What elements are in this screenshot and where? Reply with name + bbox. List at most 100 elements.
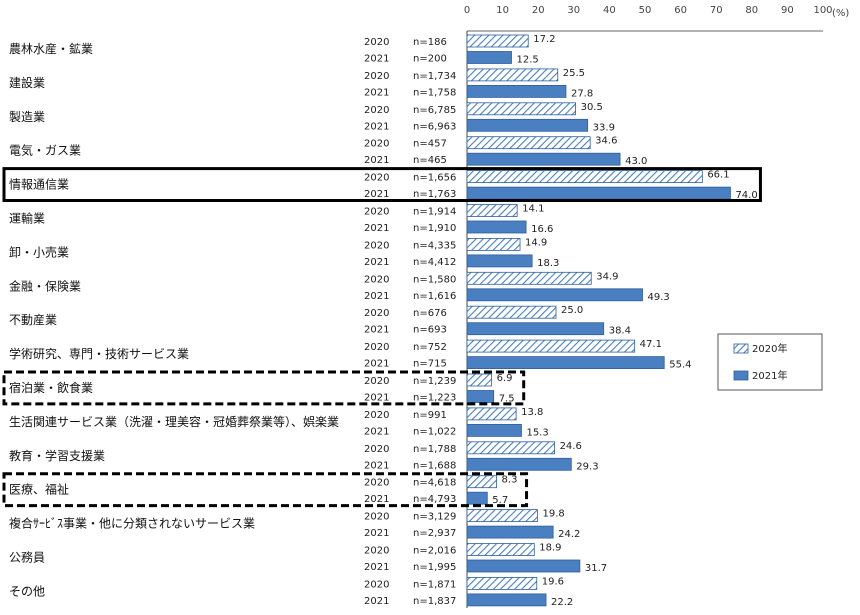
bar-2021 [466, 288, 643, 302]
sample-size-label: n=752 [413, 342, 447, 353]
category-label: 生活関連サービス業（洗濯・理美容・冠婚葬祭業等）、娯楽業 [9, 414, 339, 429]
x-tick-label: 90 [781, 5, 794, 16]
year-label: 2020 [364, 444, 389, 455]
year-label: 2021 [364, 460, 389, 471]
year-label: 2020 [364, 139, 389, 150]
bar-value-label: 38.4 [609, 326, 631, 337]
year-label: 2020 [364, 546, 389, 557]
sample-size-label: n=1,223 [413, 393, 456, 404]
bar-value-label: 27.8 [571, 88, 593, 99]
bar-2021 [466, 51, 512, 64]
bar-2021 [466, 152, 621, 166]
bar-2020 [466, 34, 529, 48]
bar-2021 [466, 525, 554, 539]
x-tick-label: 10 [496, 5, 509, 16]
year-label: 2021 [364, 596, 389, 607]
sample-size-label: n=4,618 [413, 478, 456, 489]
category-label: 公務員 [9, 551, 45, 565]
highlight-box [2, 370, 526, 406]
sample-size-label: n=715 [413, 359, 447, 370]
bar-2020 [466, 577, 538, 590]
category-label: 学術研究、専門・技術サービス業 [9, 346, 189, 361]
sample-size-label: n=4,335 [413, 240, 456, 251]
bar-value-label: 8.3 [502, 475, 518, 486]
sample-size-label: n=457 [413, 139, 447, 150]
category-group: 情報通信業 2020 n=1,656 66.1 2021 n=1,763 74.0 [9, 170, 758, 202]
sample-size-label: n=4,412 [413, 257, 456, 268]
year-label: 2021 [364, 393, 389, 404]
bar-2020 [466, 204, 518, 217]
bar-2020 [466, 441, 555, 455]
year-label: 2020 [364, 376, 389, 387]
sample-size-label: n=1,239 [413, 376, 456, 387]
category-label: 製造業 [9, 110, 45, 124]
bar-value-label: 34.6 [595, 136, 617, 147]
bar-value-label: 19.8 [542, 509, 564, 520]
category-group: 製造業 2020 n=6,785 30.5 2021 n=6,963 33.9 [9, 102, 615, 134]
sample-size-label: n=1,616 [413, 291, 456, 302]
year-label: 2020 [364, 512, 389, 523]
year-label: 2021 [364, 494, 389, 505]
category-label: 金融・保険業 [9, 278, 81, 293]
highlight-box [2, 167, 762, 203]
bar-2021 [466, 593, 547, 607]
sample-size-label: n=1,688 [413, 460, 456, 471]
bar-value-label: 29.3 [576, 461, 598, 472]
sample-size-label: n=6,963 [413, 121, 456, 132]
bar-2020 [466, 475, 497, 489]
x-tick-label: 20 [532, 5, 545, 16]
category-label: 複合ｻｰﾋﾞｽ事業・他に分類されないサービス業 [9, 516, 255, 531]
legend: 2020年 2021年 [717, 333, 823, 391]
year-label: 2021 [364, 189, 389, 200]
category-label: 教育・学習支援業 [9, 448, 105, 463]
highlight-boxes [2, 167, 762, 508]
bar-value-label: 24.2 [558, 529, 580, 540]
x-axis-unit: (%) [832, 8, 849, 19]
sample-size-label: n=465 [413, 155, 447, 166]
bar-2021 [466, 220, 527, 234]
bar-2021 [466, 390, 495, 403]
category-label: 卸・小売業 [9, 244, 69, 259]
highlight-box [2, 472, 529, 508]
bar-value-label: 14.9 [525, 237, 547, 248]
category-group: 農林水産・鉱業 2020 n=186 17.2 2021 n=200 12.5 [9, 34, 555, 66]
category-label: 不動産業 [9, 312, 57, 327]
category-group: 宿泊業・飲食業 2020 n=1,239 6.9 2021 n=1,223 7.5 [9, 373, 515, 405]
sample-size-label: n=200 [413, 54, 447, 65]
bar-value-label: 49.3 [648, 292, 670, 303]
bar-2020 [466, 102, 576, 116]
bar-2020 [466, 339, 636, 353]
year-label: 2020 [364, 579, 389, 590]
bar-value-label: 6.9 [497, 373, 513, 384]
legend-swatch-2020 [733, 343, 749, 354]
x-tick-label: 80 [745, 5, 758, 16]
bar-value-label: 16.6 [531, 224, 553, 235]
bar-value-label: 7.5 [499, 394, 515, 405]
year-label: 2020 [364, 207, 389, 218]
legend-entry-label: 2021年 [752, 369, 787, 382]
plot-area: 農林水産・鉱業 2020 n=186 17.2 2021 n=200 12.5 建設業 2020… [9, 31, 758, 608]
sample-size-label: n=1,871 [413, 579, 456, 590]
bar-2021 [466, 322, 605, 336]
category-label: 農林水産・鉱業 [9, 41, 93, 56]
category-group: 建設業 2020 n=1,734 25.5 2021 n=1,758 27.8 [9, 68, 593, 100]
bar-value-label: 30.5 [581, 102, 603, 113]
bar-value-label: 15.3 [526, 427, 548, 438]
sample-size-label: n=3,129 [413, 512, 456, 523]
bar-2020 [466, 509, 538, 523]
sample-size-label: n=991 [413, 410, 447, 421]
year-label: 2020 [364, 410, 389, 421]
bar-2020 [466, 373, 492, 387]
category-group: 複合ｻｰﾋﾞｽ事業・他に分類されないサービス業 2020 n=3,129 19.8 20… [9, 509, 580, 541]
category-group: 公務員 2020 n=2,016 18.9 2021 n=1,995 31.7 [9, 543, 607, 575]
bar-2020 [466, 543, 535, 556]
bar-value-label: 55.4 [669, 360, 691, 371]
bar-2021 [466, 85, 567, 98]
bar-2021 [466, 491, 488, 505]
bar-value-label: 25.0 [561, 305, 583, 316]
sample-size-label: n=1,788 [413, 444, 456, 455]
legend-swatch-2021 [733, 370, 749, 381]
x-tick-label: 50 [639, 5, 652, 16]
bar-2021 [466, 356, 665, 370]
bar-2021 [466, 186, 731, 200]
